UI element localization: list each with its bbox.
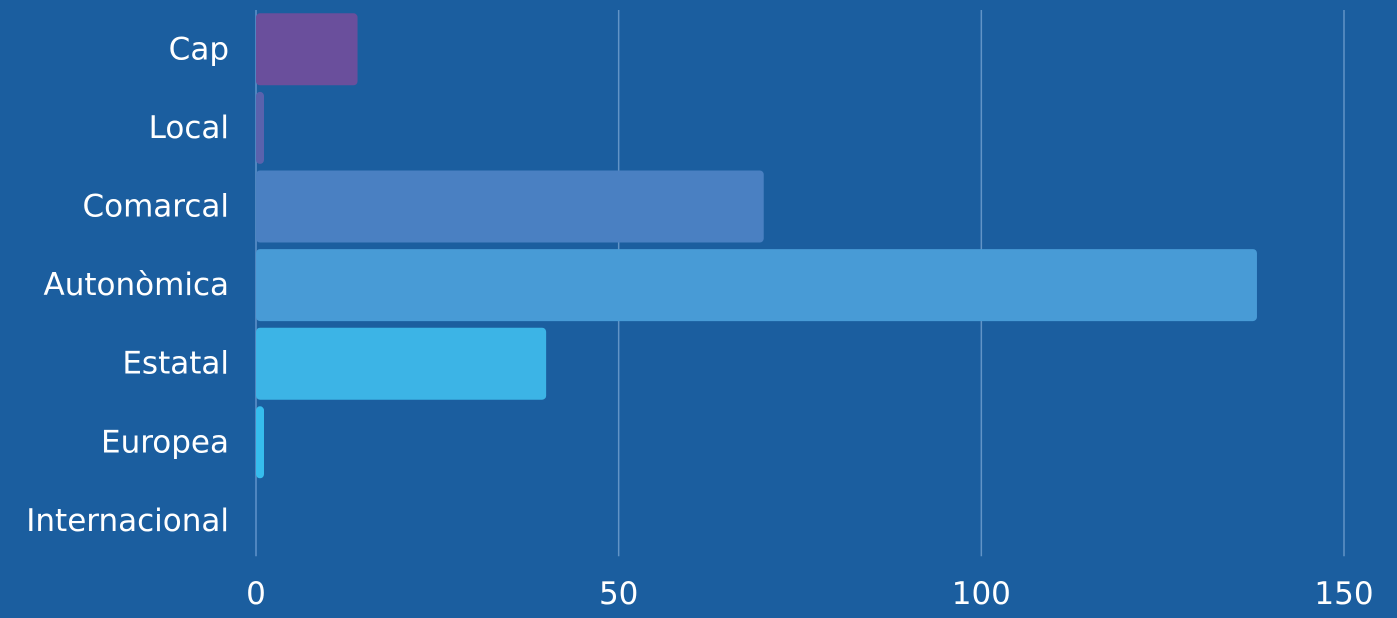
category-label-autonomica: Autonòmica (44, 267, 229, 303)
category-label-internacional: Internacional (26, 503, 229, 539)
category-label-europea: Europea (101, 424, 229, 460)
category-labels: Cap Local Comarcal Autonòmica Estatal Europea… (26, 31, 229, 539)
x-tick-label-150: 150 (1314, 576, 1373, 612)
x-tick-label-0: 0 (246, 576, 266, 612)
bar-estatal (256, 327, 547, 400)
bar-europea (256, 406, 264, 479)
bar-comarcal (256, 170, 764, 243)
bars (256, 13, 1257, 479)
x-tick-label-100: 100 (952, 576, 1011, 612)
x-tick-label-50: 50 (599, 576, 638, 612)
category-label-comarcal: Comarcal (82, 189, 229, 225)
bar-local (256, 91, 264, 164)
bar-autonomica (256, 249, 1257, 322)
bar-cap (256, 13, 358, 86)
category-label-cap: Cap (169, 31, 229, 67)
x-tick-labels: 0 50 100 150 (246, 576, 1373, 612)
category-label-estatal: Estatal (122, 346, 229, 382)
category-label-local: Local (149, 110, 229, 146)
